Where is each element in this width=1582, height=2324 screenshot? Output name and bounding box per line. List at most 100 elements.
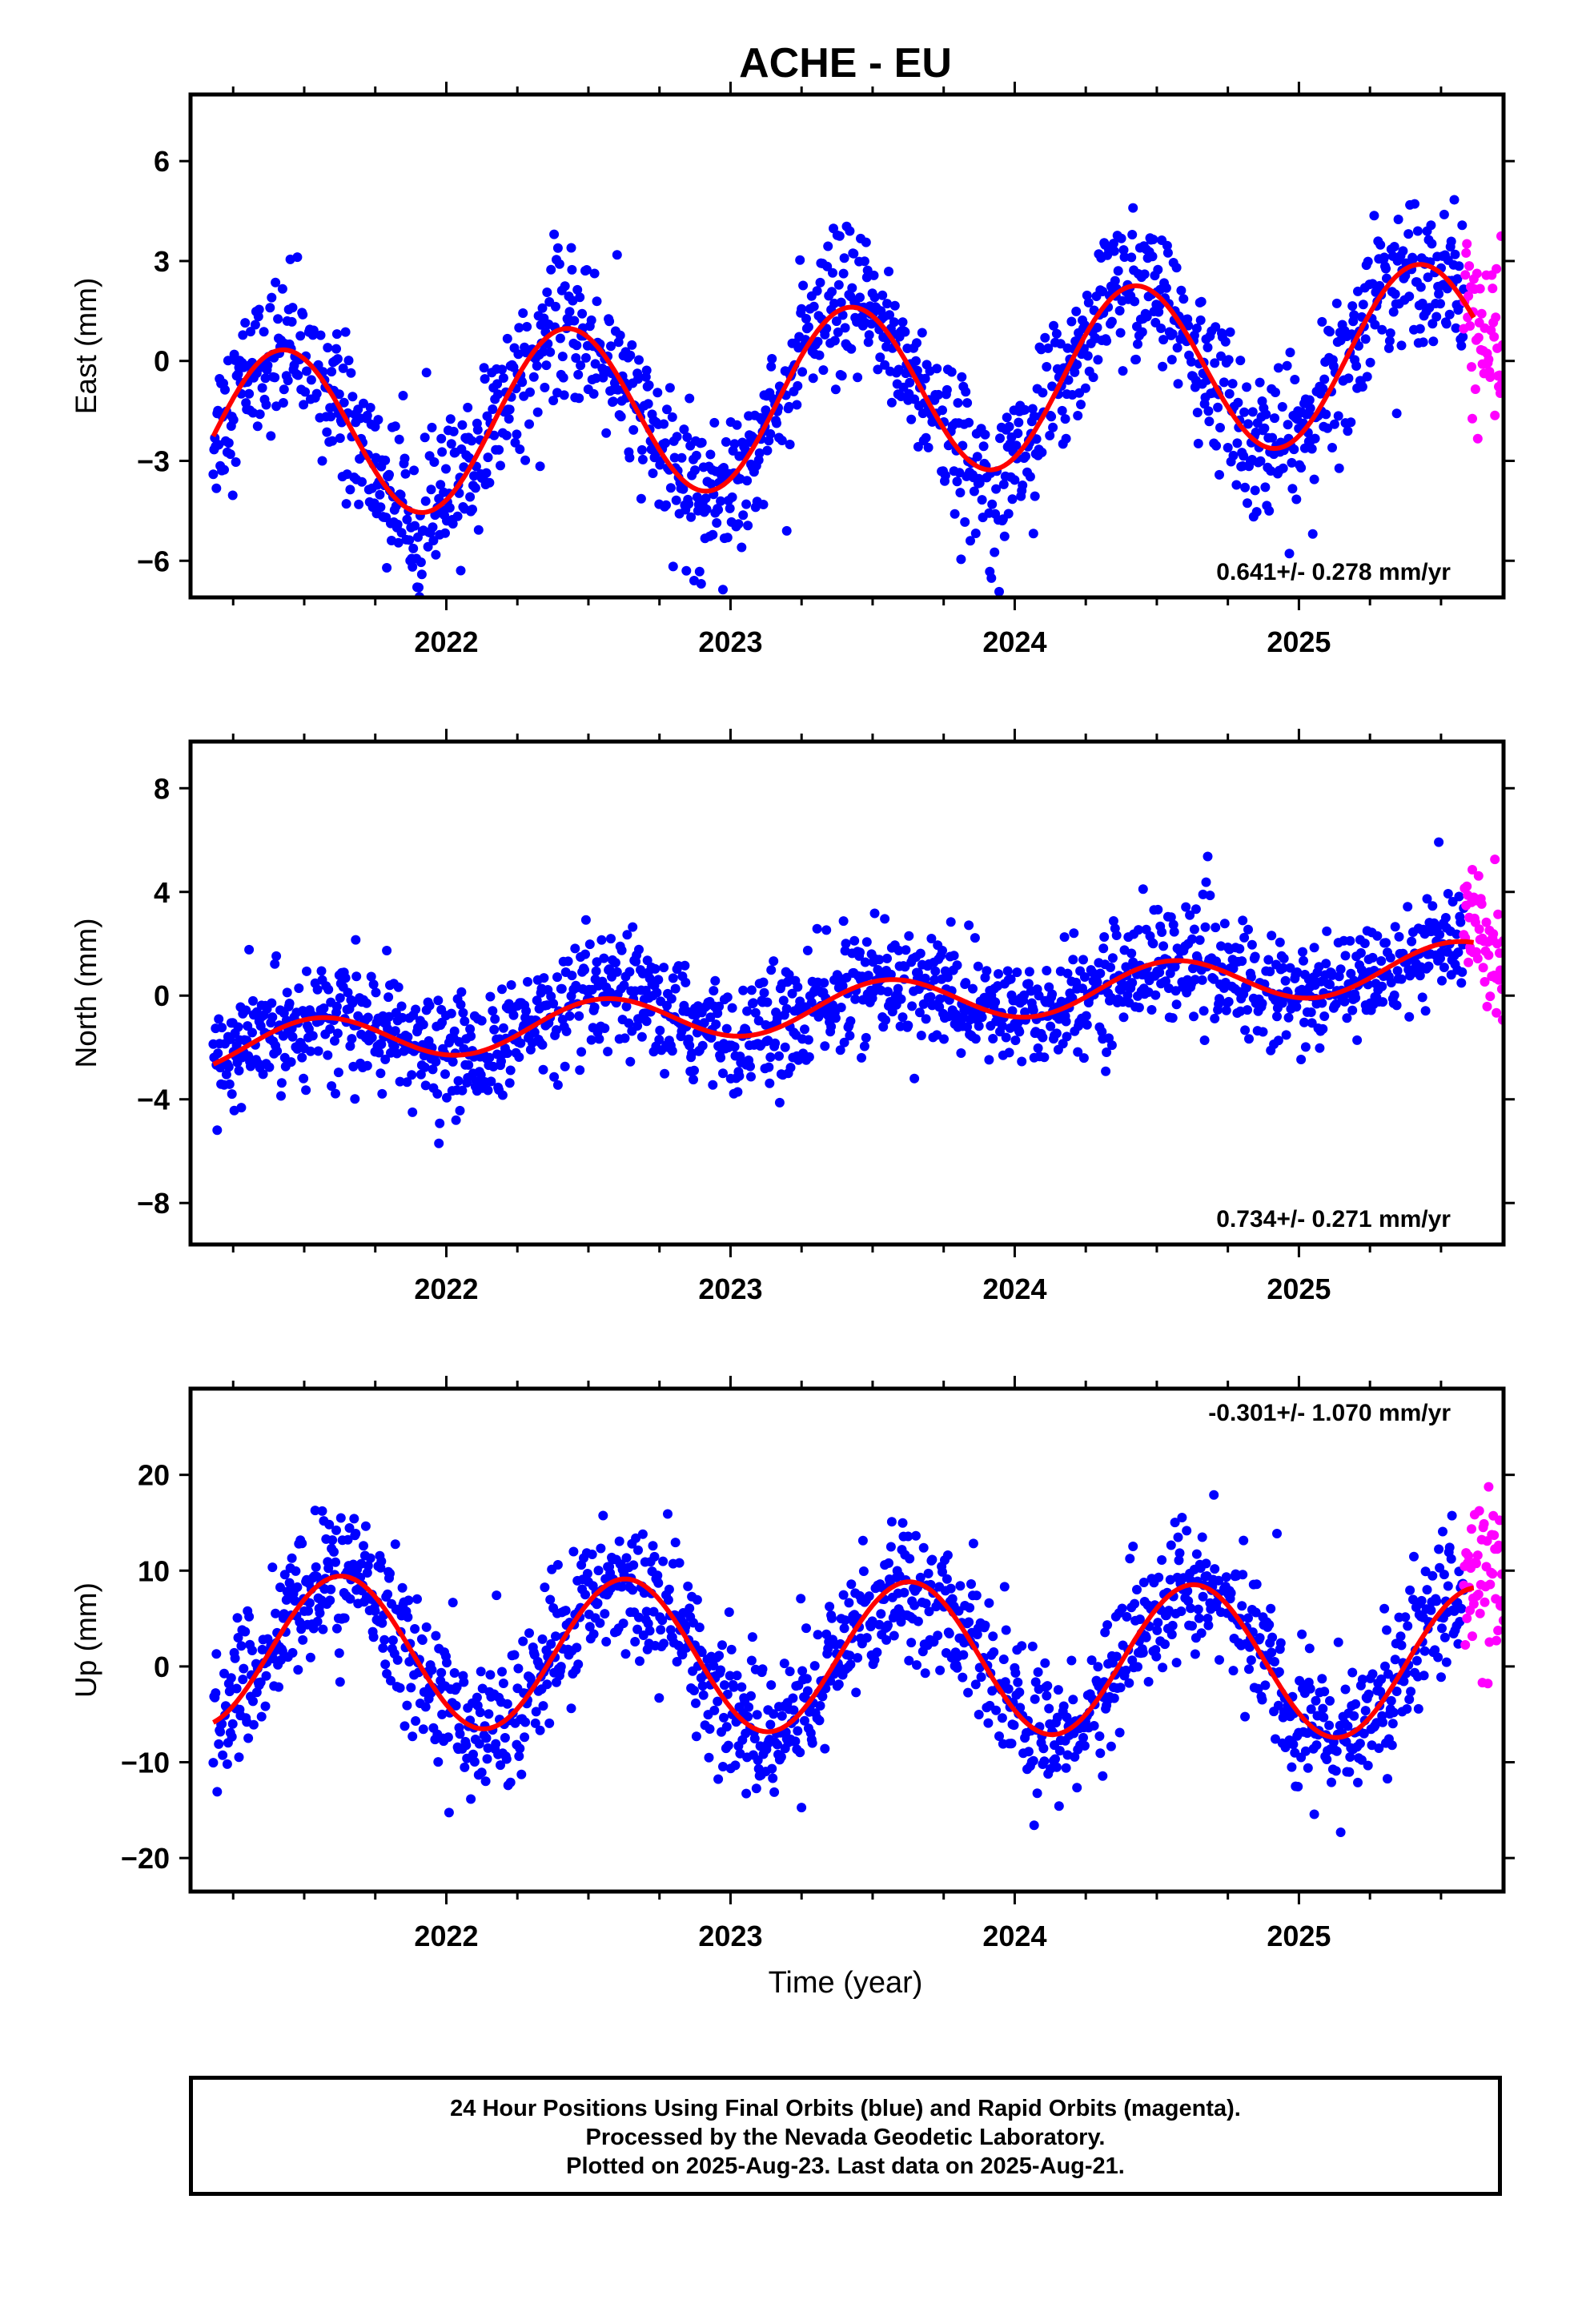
data-point-final <box>683 1581 693 1591</box>
data-point-final <box>466 1794 476 1804</box>
data-point-final <box>304 1598 315 1608</box>
data-point-final <box>1081 1011 1091 1021</box>
data-point-final <box>496 1056 506 1067</box>
data-point-final <box>912 338 921 348</box>
data-point-final <box>584 939 595 950</box>
data-point-final <box>538 347 548 357</box>
data-point-final <box>1015 1703 1026 1713</box>
data-point-final <box>244 1611 255 1622</box>
data-point-final <box>784 401 794 412</box>
data-point-final <box>572 284 583 295</box>
data-point-final <box>1054 1746 1065 1756</box>
data-point-final <box>362 1060 372 1071</box>
data-point-final <box>1427 239 1437 249</box>
data-point-final <box>213 1048 223 1059</box>
data-point-final <box>1279 953 1289 963</box>
data-point-final <box>1118 245 1129 255</box>
data-point-final <box>502 1699 512 1709</box>
data-point-final <box>1344 1767 1355 1777</box>
data-point-final <box>233 1022 243 1032</box>
rate-annotation: -0.301+/- 1.070 mm/yr <box>1208 1400 1451 1426</box>
data-point-final <box>559 390 569 400</box>
data-point-final <box>516 1769 527 1779</box>
data-point-final <box>545 347 556 357</box>
data-point-final <box>654 1693 665 1703</box>
data-point-rapid <box>1472 1550 1483 1561</box>
data-point-final <box>1039 1052 1050 1063</box>
data-point-final <box>1319 1712 1329 1723</box>
data-point-final <box>1311 1740 1322 1751</box>
data-point-final <box>292 252 303 263</box>
data-point-final <box>1362 372 1372 382</box>
data-point-final <box>920 1668 930 1679</box>
data-point-final <box>615 330 625 340</box>
data-point-final <box>1190 1649 1200 1659</box>
data-point-rapid <box>1490 410 1500 420</box>
data-point-final <box>1415 282 1426 292</box>
data-point-final <box>387 1635 398 1646</box>
data-point-final <box>909 1600 920 1610</box>
footer-line-1: 24 Hour Positions Using Final Orbits (bl… <box>450 2096 1241 2121</box>
data-point-final <box>331 1557 340 1567</box>
data-point-final <box>380 1054 391 1064</box>
data-point-final <box>689 1075 698 1085</box>
data-point-final <box>915 948 926 959</box>
data-point-rapid <box>1488 929 1499 939</box>
data-point-final <box>998 479 1009 489</box>
data-point-final <box>1265 967 1275 977</box>
data-point-final <box>1095 1748 1106 1759</box>
data-point-final <box>958 1672 968 1683</box>
data-point-final <box>765 1078 775 1088</box>
data-point-final <box>331 1623 342 1634</box>
data-point-final <box>631 1533 641 1543</box>
data-point-final <box>1299 955 1308 966</box>
data-point-final <box>875 352 885 363</box>
data-point-final <box>373 415 383 425</box>
data-point-final <box>628 922 638 932</box>
data-point-final <box>1186 356 1196 367</box>
data-point-final <box>540 382 550 392</box>
data-point-final <box>222 1759 232 1769</box>
data-point-final <box>622 930 632 940</box>
data-point-final <box>896 392 906 401</box>
data-point-rapid <box>1488 283 1498 294</box>
data-point-final <box>1419 1646 1430 1656</box>
data-point-final <box>754 448 765 458</box>
data-point-final <box>608 396 618 407</box>
data-point-final <box>1172 343 1182 353</box>
data-point-final <box>1246 972 1256 982</box>
plot-frame <box>188 1386 1506 1894</box>
data-point-final <box>938 946 947 955</box>
data-point-final <box>828 267 837 278</box>
data-point-rapid <box>1489 332 1500 342</box>
data-point-final <box>1219 377 1229 388</box>
data-point-final <box>1381 263 1391 274</box>
data-point-final <box>1018 480 1028 490</box>
data-point-final <box>1079 1741 1090 1751</box>
data-point-final <box>560 1606 571 1616</box>
data-point-final <box>743 1711 753 1722</box>
data-point-final <box>909 1073 920 1084</box>
data-point-final <box>1168 919 1178 930</box>
data-point-final <box>223 438 234 448</box>
data-point-final <box>636 493 646 504</box>
data-point-final <box>396 528 407 538</box>
data-point-final <box>1125 1554 1135 1564</box>
data-point-final <box>1300 1746 1311 1756</box>
data-point-final <box>952 476 962 487</box>
data-point-final <box>1261 409 1271 420</box>
data-point-rapid <box>1494 1540 1504 1550</box>
data-point-final <box>1028 529 1038 539</box>
data-point-final <box>466 1031 476 1041</box>
data-point-final <box>961 978 971 988</box>
data-point-final <box>1093 355 1103 365</box>
y-axis-label: North (mm) <box>70 918 102 1068</box>
data-point-final <box>267 1562 278 1573</box>
data-point-final <box>708 1080 718 1090</box>
data-point-final <box>1325 327 1335 337</box>
data-point-final <box>823 241 833 251</box>
data-point-final <box>795 255 805 265</box>
data-point-final <box>248 1696 258 1707</box>
data-point-final <box>1197 975 1207 985</box>
data-point-final <box>406 1683 416 1693</box>
